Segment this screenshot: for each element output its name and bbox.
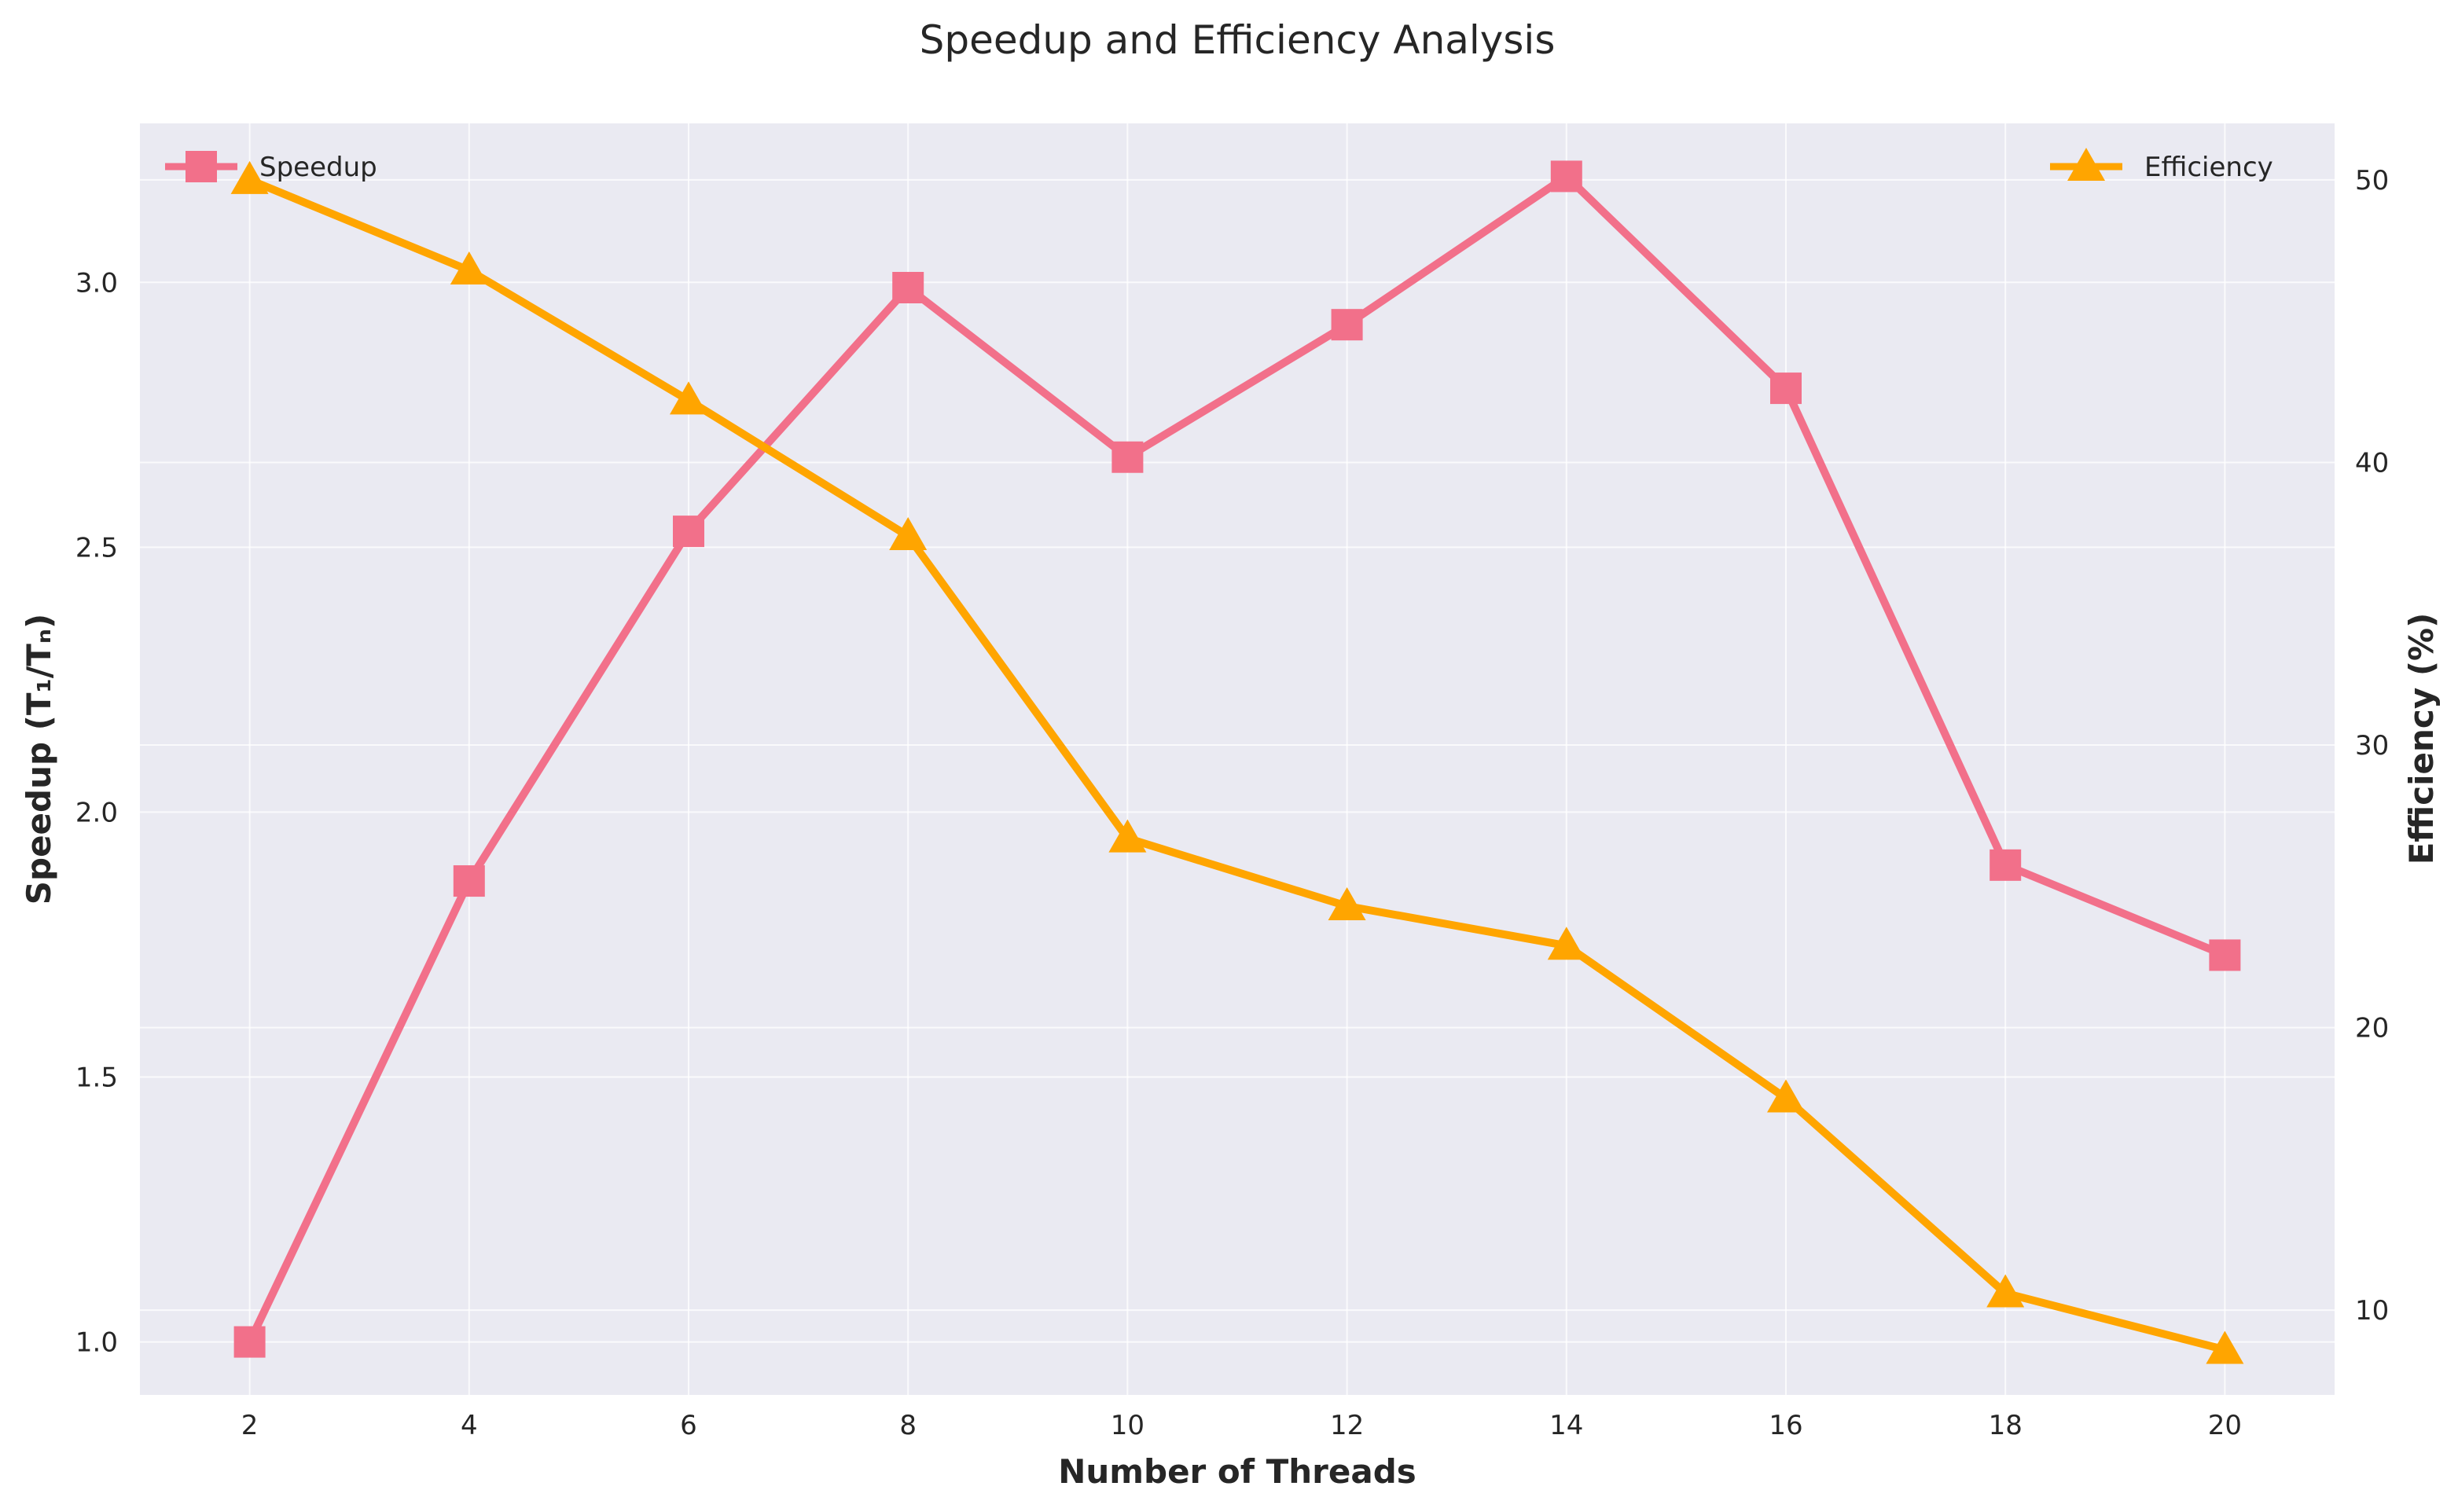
speedup-marker [1111, 441, 1144, 473]
efficiency-marker [1986, 1274, 2025, 1308]
y-tick-label-left: 1.5 [75, 1062, 118, 1094]
y-tick-label-right: 30 [2355, 730, 2389, 762]
x-tick-label: 8 [899, 1410, 917, 1441]
y-tick-label-right: 10 [2355, 1295, 2389, 1327]
efficiency-marker [889, 516, 928, 550]
speedup-marker [233, 1326, 266, 1358]
y-tick-label-right: 20 [2355, 1013, 2389, 1044]
speedup-marker [1770, 372, 1802, 405]
efficiency-marker [450, 251, 488, 284]
y-axis-left-title: Speedup (T₁/Tₙ) [20, 614, 58, 905]
y-axis-right-title: Efficiency (%) [2402, 613, 2441, 865]
efficiency-marker [2206, 1330, 2244, 1364]
x-tick-label: 16 [1769, 1410, 1802, 1441]
legend-label-efficiency: Efficiency [2144, 152, 2273, 183]
y-tick-label-left: 1.0 [75, 1327, 118, 1359]
legend-label-speedup: Speedup [259, 152, 377, 183]
speedup-marker [453, 865, 485, 897]
efficiency-marker [670, 381, 707, 415]
y-tick-label-left: 3.0 [75, 267, 118, 299]
efficiency-marker [1547, 927, 1585, 960]
speedup-marker [2209, 939, 2241, 971]
speedup-marker [1331, 309, 1363, 341]
y-tick-label-left: 2.5 [75, 532, 118, 563]
efficiency-marker [1108, 819, 1147, 853]
speedup-marker [673, 516, 704, 548]
x-tick-label: 6 [680, 1410, 697, 1441]
y-tick-label-right: 40 [2355, 447, 2389, 479]
efficiency-marker [1767, 1079, 1805, 1113]
x-tick-label: 18 [1989, 1410, 2023, 1441]
x-tick-label: 10 [1111, 1410, 1144, 1441]
y-tick-label-right: 50 [2355, 165, 2389, 196]
y-tick-label-left: 2.0 [75, 797, 118, 828]
x-axis-title: Number of Threads [1058, 1452, 1416, 1491]
x-tick-label: 12 [1330, 1410, 1364, 1441]
x-axis-ticks: 2 4 6 8 10 12 14 16 18 20 [241, 1410, 2242, 1441]
grid-lines [140, 123, 2335, 1395]
y-axis-left-ticks: 1.0 1.5 2.0 2.5 3.0 [75, 267, 118, 1358]
efficiency-line [245, 175, 2229, 1354]
speedup-marker [1990, 849, 2022, 881]
speedup-marker [1550, 160, 1582, 193]
chart-title: Speedup and Efficiency Analysis [920, 17, 1556, 63]
x-tick-label: 2 [241, 1410, 259, 1441]
x-tick-label: 20 [2208, 1410, 2242, 1441]
x-tick-label: 4 [461, 1410, 478, 1441]
speedup-marker [892, 271, 924, 303]
efficiency-marker [230, 160, 269, 194]
series-layer [230, 160, 2244, 1364]
legend-efficiency: Efficiency [2050, 148, 2273, 183]
y-axis-right-ticks: 10 20 30 40 50 [2355, 165, 2389, 1327]
efficiency-marker [1328, 886, 1366, 920]
plot-area [140, 123, 2335, 1395]
speedup-line [245, 172, 2229, 1346]
legend-speedup: Speedup [165, 151, 377, 183]
x-tick-label: 14 [1549, 1410, 1583, 1441]
